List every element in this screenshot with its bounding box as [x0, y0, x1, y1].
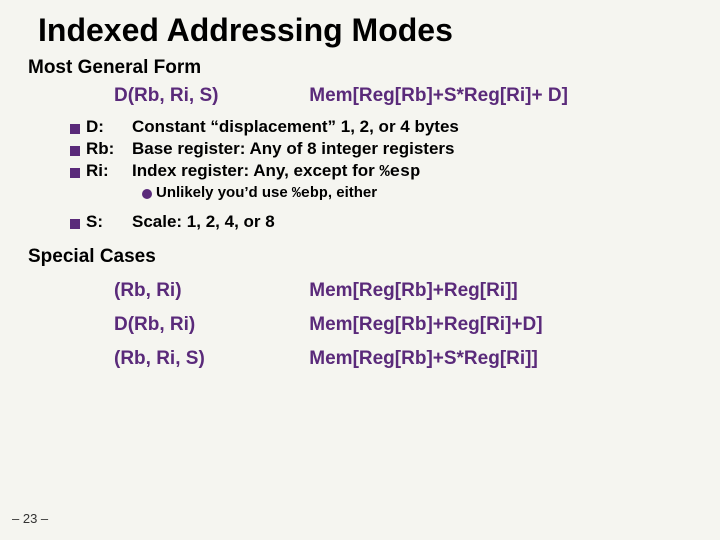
code-esp: %esp [380, 163, 421, 182]
square-bullet-icon [70, 168, 80, 178]
slide-title: Indexed Addressing Modes [38, 12, 692, 49]
param-key: D: [86, 117, 132, 137]
subnote-post: , either [328, 184, 377, 201]
special-form: D(Rb, Ri) [114, 314, 304, 336]
special-form: (Rb, Ri) [114, 280, 304, 302]
special-case: D(Rb, Ri) Mem[Reg[Rb]+Reg[Ri]+D] [114, 314, 692, 336]
code-ebp: %ebp [292, 185, 328, 202]
param-key: Ri: [86, 161, 132, 181]
general-meaning: Mem[Reg[Rb]+S*Reg[Ri]+ D] [309, 85, 568, 107]
page-number: – 23 – [12, 511, 48, 526]
param-key: S: [86, 212, 132, 232]
param-key: Rb: [86, 139, 132, 159]
param-d: D: Constant “displacement” 1, 2, or 4 by… [70, 117, 692, 137]
special-case: (Rb, Ri, S) Mem[Reg[Rb]+S*Reg[Ri]] [114, 348, 692, 370]
param-desc: Base register: Any of 8 integer register… [132, 139, 455, 159]
slide: Indexed Addressing Modes Most General Fo… [0, 0, 720, 370]
square-bullet-icon [70, 219, 80, 229]
special-list: (Rb, Ri) Mem[Reg[Rb]+Reg[Ri]] D(Rb, Ri) … [114, 280, 692, 370]
param-ri: Ri: Index register: Any, except for %esp [70, 161, 692, 182]
param-desc: Scale: 1, 2, 4, or 8 [132, 212, 275, 232]
special-meaning: Mem[Reg[Rb]+Reg[Ri]] [309, 280, 517, 302]
special-form: (Rb, Ri, S) [114, 348, 304, 370]
subnote: Unlikely you’d use %ebp, either [142, 184, 692, 202]
param-desc-pre: Index register: Any, except for [132, 161, 380, 180]
param-desc: Index register: Any, except for %esp [132, 161, 420, 182]
subnote-pre: Unlikely you’d use [156, 184, 292, 201]
param-desc: Constant “displacement” 1, 2, or 4 bytes [132, 117, 459, 137]
param-list: D: Constant “displacement” 1, 2, or 4 by… [70, 117, 692, 232]
special-case: (Rb, Ri) Mem[Reg[Rb]+Reg[Ri]] [114, 280, 692, 302]
special-meaning: Mem[Reg[Rb]+S*Reg[Ri]] [309, 348, 538, 370]
square-bullet-icon [70, 124, 80, 134]
square-bullet-icon [70, 146, 80, 156]
section-most-general: Most General Form [28, 57, 692, 79]
general-formula: D(Rb, Ri, S) Mem[Reg[Rb]+S*Reg[Ri]+ D] [114, 85, 692, 107]
general-form: D(Rb, Ri, S) [114, 85, 304, 107]
section-special-cases: Special Cases [28, 246, 692, 268]
subnote-text: Unlikely you’d use %ebp, either [156, 184, 377, 202]
special-meaning: Mem[Reg[Rb]+Reg[Ri]+D] [309, 314, 542, 336]
round-bullet-icon [142, 189, 152, 199]
param-s: S: Scale: 1, 2, 4, or 8 [70, 212, 692, 232]
param-rb: Rb: Base register: Any of 8 integer regi… [70, 139, 692, 159]
